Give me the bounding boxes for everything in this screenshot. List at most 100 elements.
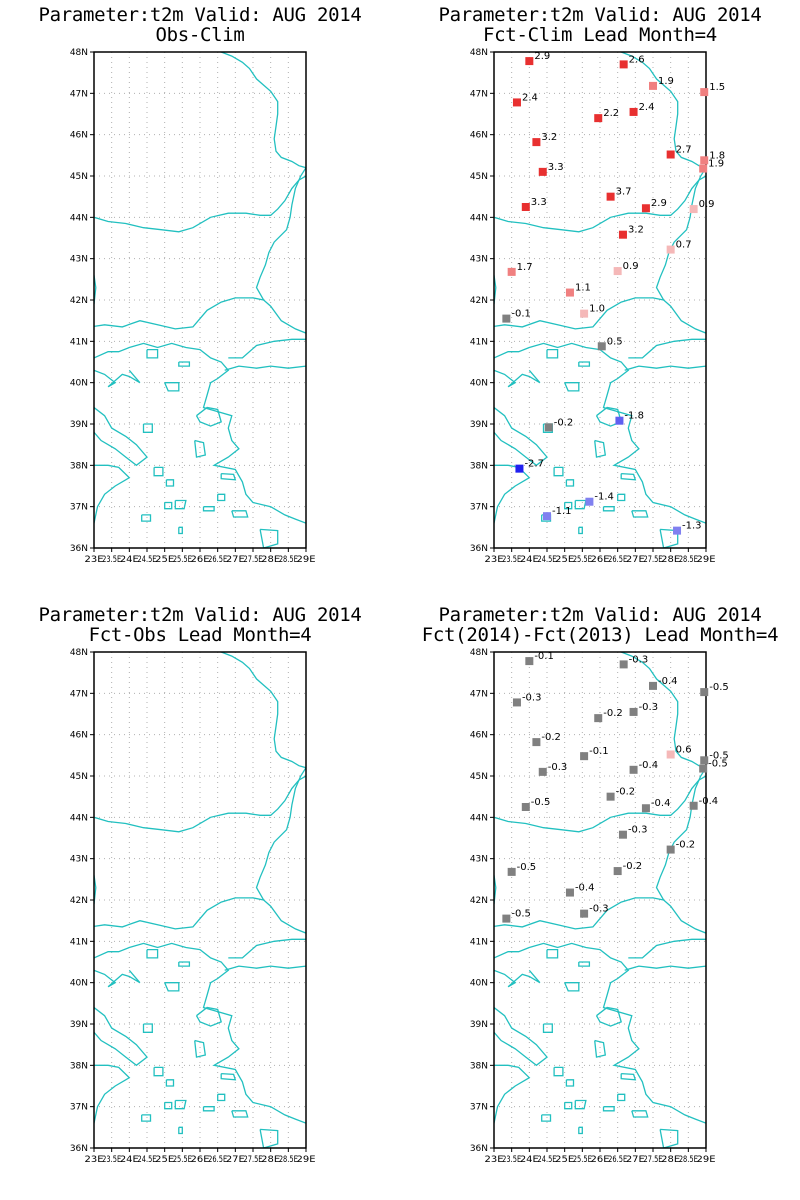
lat-tick-label: 40N bbox=[470, 979, 488, 989]
lat-tick-label: 44N bbox=[70, 813, 88, 823]
lon-tick-label: 28.5E bbox=[279, 1155, 298, 1165]
lon-tick-label: 25.5E bbox=[573, 555, 592, 565]
lat-tick-label: 47N bbox=[470, 689, 488, 699]
map-fct-clim: 36N 37N 38N 39N 40N 41N 42N 43N 44N 45N 46N 47N 48N 2… bbox=[470, 48, 725, 565]
station-value: -0.2 bbox=[554, 417, 574, 428]
lat-tick-label: 41N bbox=[70, 937, 88, 947]
lat-tick-label: 44N bbox=[70, 213, 88, 223]
map-fct-obs: 36N 37N 38N 39N 40N 41N 42N 43N 44N 45N 46N 47N 48N 2… bbox=[70, 648, 316, 1165]
lat-tick-label: 37N bbox=[70, 1103, 88, 1113]
panel-title: Parameter:t2m Valid: AUG 2014 bbox=[38, 604, 362, 626]
lon-tick-label: 26.5E bbox=[608, 555, 627, 565]
lon-tick-label: 25E bbox=[155, 1155, 174, 1165]
station-marker bbox=[666, 245, 675, 254]
station-marker bbox=[565, 288, 574, 297]
lat-tick-label: 41N bbox=[470, 337, 488, 347]
lon-tick-label: 27.5E bbox=[644, 555, 663, 565]
lon-tick-label: 27.5E bbox=[644, 1155, 663, 1165]
station-marker bbox=[538, 167, 547, 176]
station-marker bbox=[673, 526, 682, 535]
lat-tick-label: 46N bbox=[70, 131, 88, 141]
lat-tick-label: 47N bbox=[470, 89, 488, 99]
grid-lines bbox=[494, 652, 706, 1148]
grid-lines bbox=[494, 52, 706, 548]
lat-tick-label: 43N bbox=[470, 255, 488, 265]
lat-tick-label: 45N bbox=[70, 772, 88, 782]
station-marker bbox=[502, 314, 511, 323]
lat-tick-label: 36N bbox=[470, 544, 488, 554]
lon-tick-label: 26E bbox=[591, 1155, 610, 1165]
station-value: -0.2 bbox=[541, 732, 561, 743]
station-value: 2.9 bbox=[651, 198, 667, 209]
lat-tick-label: 37N bbox=[470, 1103, 488, 1113]
lat-tick-label: 36N bbox=[70, 544, 88, 554]
lon-tick-label: 28.5E bbox=[679, 1155, 698, 1165]
station-value: -0.3 bbox=[589, 904, 609, 915]
station-value: -0.3 bbox=[628, 825, 648, 836]
coastline bbox=[94, 652, 306, 1148]
station-value: 0.9 bbox=[699, 199, 715, 210]
lon-tick-label: 24.5E bbox=[538, 555, 557, 565]
station-value: 0.6 bbox=[676, 745, 692, 756]
lat-tick-label: 42N bbox=[70, 296, 88, 306]
lon-tick-label: 23.5E bbox=[502, 555, 521, 565]
station-marker bbox=[585, 497, 594, 506]
station-marker bbox=[543, 512, 551, 521]
lon-tick-label: 24.5E bbox=[138, 555, 157, 565]
lat-tick-label: 46N bbox=[470, 731, 488, 741]
panel-title: Parameter:t2m Valid: AUG 2014 bbox=[438, 604, 762, 626]
coastline bbox=[494, 652, 706, 1148]
station-marker bbox=[544, 423, 553, 432]
station-marker bbox=[689, 801, 698, 810]
map-obs-clim: 36N 37N 38N 39N 40N 41N 42N 43N 44N 45N 46N 47N 48N 2… bbox=[70, 48, 316, 565]
station-marker bbox=[521, 803, 530, 811]
lat-tick-label: 48N bbox=[470, 648, 488, 658]
grid-lines bbox=[94, 52, 306, 548]
station-value: 3.7 bbox=[616, 187, 632, 198]
lat-tick-label: 39N bbox=[70, 1020, 88, 1030]
lon-tick-label: 24.5E bbox=[138, 1155, 157, 1165]
station-value: 3.2 bbox=[628, 225, 644, 236]
station-value: -0.2 bbox=[616, 787, 636, 798]
lat-tick-label: 46N bbox=[470, 131, 488, 141]
lon-tick-label: 28E bbox=[261, 555, 280, 565]
station-value: -0.5 bbox=[709, 750, 729, 761]
lat-tick-label: 45N bbox=[70, 172, 88, 182]
lon-tick-label: 26E bbox=[591, 555, 610, 565]
station-marker bbox=[525, 57, 534, 66]
panel-fct-diff: Parameter:t2m Valid: AUG 2014 Fct(2014)-… bbox=[400, 600, 800, 1200]
station-value: 1.5 bbox=[709, 82, 725, 93]
station-value: 2.6 bbox=[629, 54, 645, 65]
lon-tick-label: 27E bbox=[226, 1155, 245, 1165]
lon-tick-label: 26.5E bbox=[208, 555, 227, 565]
station-value: -0.4 bbox=[699, 796, 719, 807]
station-marker bbox=[618, 230, 627, 239]
station-value: -0.2 bbox=[623, 861, 643, 872]
station-value: 3.3 bbox=[548, 162, 564, 173]
station-value: -0.2 bbox=[676, 840, 696, 851]
station-marker bbox=[512, 698, 521, 707]
station-marker bbox=[666, 845, 675, 854]
station-value: -0.5 bbox=[531, 797, 551, 808]
lat-tick-label: 39N bbox=[70, 420, 88, 430]
station-marker bbox=[565, 888, 574, 897]
lon-tick-label: 28E bbox=[261, 1155, 280, 1165]
station-marker bbox=[532, 138, 541, 147]
station-value: -0.3 bbox=[639, 702, 659, 713]
station-value: -1.1 bbox=[552, 506, 572, 517]
station-marker bbox=[594, 114, 603, 123]
station-marker bbox=[699, 764, 708, 773]
lon-tick-label: 25E bbox=[555, 555, 574, 565]
station-value: 1.0 bbox=[589, 304, 605, 315]
station-marker bbox=[507, 867, 516, 876]
lon-tick-label: 23.5E bbox=[502, 1155, 521, 1165]
station-value: 2.7 bbox=[676, 145, 692, 156]
lon-tick-label: 23.5E bbox=[102, 1155, 121, 1165]
station-marker bbox=[580, 909, 589, 918]
station-marker bbox=[525, 657, 534, 666]
lat-tick-label: 36N bbox=[70, 1144, 88, 1154]
station-marker bbox=[606, 192, 615, 201]
lon-tick-label: 27.5E bbox=[244, 1155, 263, 1165]
lon-tick-label: 26E bbox=[191, 555, 210, 565]
panel-subtitle: Fct(2014)-Fct(2013) Lead Month=4 bbox=[421, 624, 779, 646]
